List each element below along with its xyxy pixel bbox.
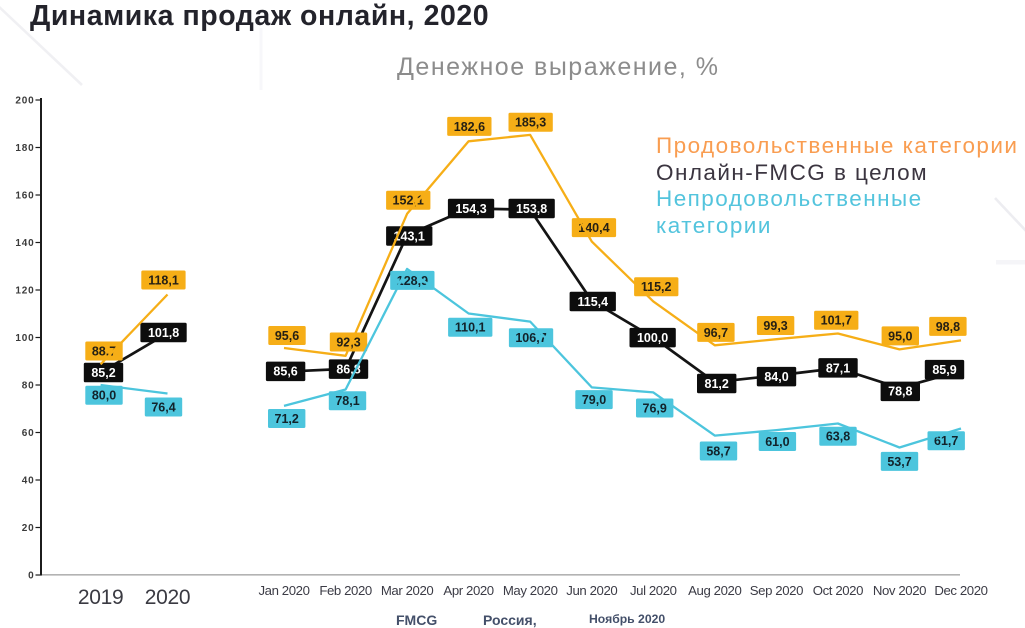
svg-text:99,3: 99,3 bbox=[763, 319, 787, 333]
svg-text:81,2: 81,2 bbox=[705, 377, 729, 391]
svg-text:80,0: 80,0 bbox=[92, 389, 116, 403]
svg-text:Apr 2020: Apr 2020 bbox=[443, 583, 493, 598]
svg-text:92,3: 92,3 bbox=[336, 335, 360, 349]
svg-text:87,1: 87,1 bbox=[826, 361, 850, 375]
svg-text:200: 200 bbox=[15, 96, 34, 107]
svg-text:58,7: 58,7 bbox=[706, 444, 730, 458]
svg-text:May 2020: May 2020 bbox=[503, 583, 558, 598]
svg-text:96,7: 96,7 bbox=[704, 326, 728, 340]
svg-text:53,7: 53,7 bbox=[887, 455, 911, 469]
svg-text:60: 60 bbox=[22, 428, 35, 439]
svg-text:Feb 2020: Feb 2020 bbox=[319, 583, 372, 598]
svg-text:101,8: 101,8 bbox=[148, 326, 179, 340]
svg-text:182,6: 182,6 bbox=[454, 120, 485, 134]
svg-text:Jun 2020: Jun 2020 bbox=[566, 583, 617, 598]
svg-text:101,7: 101,7 bbox=[821, 314, 852, 328]
svg-text:Jan 2020: Jan 2020 bbox=[258, 583, 309, 598]
svg-text:0: 0 bbox=[28, 571, 34, 582]
svg-text:180: 180 bbox=[15, 143, 34, 154]
svg-text:140: 140 bbox=[15, 238, 34, 249]
svg-text:85,6: 85,6 bbox=[273, 365, 297, 379]
svg-text:78,8: 78,8 bbox=[888, 385, 912, 399]
svg-text:Nov 2020: Nov 2020 bbox=[873, 583, 926, 598]
svg-text:120: 120 bbox=[15, 286, 34, 297]
svg-text:106,7: 106,7 bbox=[515, 331, 546, 345]
svg-text:76,9: 76,9 bbox=[643, 401, 667, 415]
svg-text:Mar 2020: Mar 2020 bbox=[381, 583, 434, 598]
svg-text:Sep 2020: Sep 2020 bbox=[750, 583, 803, 598]
svg-text:20: 20 bbox=[22, 523, 35, 534]
svg-text:115,2: 115,2 bbox=[641, 280, 672, 294]
svg-text:118,1: 118,1 bbox=[148, 273, 179, 287]
svg-text:2019: 2019 bbox=[78, 586, 124, 609]
svg-text:Dec 2020: Dec 2020 bbox=[934, 583, 987, 598]
svg-text:79,0: 79,0 bbox=[582, 393, 606, 407]
svg-text:100: 100 bbox=[15, 333, 34, 344]
svg-text:78,1: 78,1 bbox=[335, 394, 359, 408]
svg-text:80: 80 bbox=[22, 381, 35, 392]
svg-text:95,6: 95,6 bbox=[275, 329, 299, 343]
svg-text:110,1: 110,1 bbox=[455, 321, 486, 335]
svg-text:85,9: 85,9 bbox=[932, 363, 956, 377]
svg-text:63,8: 63,8 bbox=[826, 430, 850, 444]
svg-text:160: 160 bbox=[15, 191, 34, 202]
svg-text:2020: 2020 bbox=[145, 586, 191, 609]
svg-text:Jul 2020: Jul 2020 bbox=[630, 583, 677, 598]
svg-text:Aug 2020: Aug 2020 bbox=[688, 583, 741, 598]
svg-text:98,8: 98,8 bbox=[936, 320, 960, 334]
svg-text:71,2: 71,2 bbox=[275, 412, 299, 426]
svg-text:85,2: 85,2 bbox=[91, 366, 115, 380]
svg-text:84,0: 84,0 bbox=[764, 370, 788, 384]
svg-text:61,0: 61,0 bbox=[765, 435, 789, 449]
svg-text:153,8: 153,8 bbox=[516, 202, 547, 216]
svg-text:Oct 2020: Oct 2020 bbox=[813, 583, 863, 598]
svg-text:143,1: 143,1 bbox=[394, 230, 425, 244]
svg-text:76,4: 76,4 bbox=[151, 400, 175, 414]
svg-text:185,3: 185,3 bbox=[515, 116, 546, 130]
svg-text:115,4: 115,4 bbox=[578, 295, 609, 309]
svg-text:100,0: 100,0 bbox=[637, 331, 668, 345]
svg-text:154,3: 154,3 bbox=[455, 202, 486, 216]
svg-text:61,7: 61,7 bbox=[934, 434, 958, 448]
svg-text:40: 40 bbox=[22, 476, 35, 487]
svg-text:95,0: 95,0 bbox=[888, 329, 912, 343]
